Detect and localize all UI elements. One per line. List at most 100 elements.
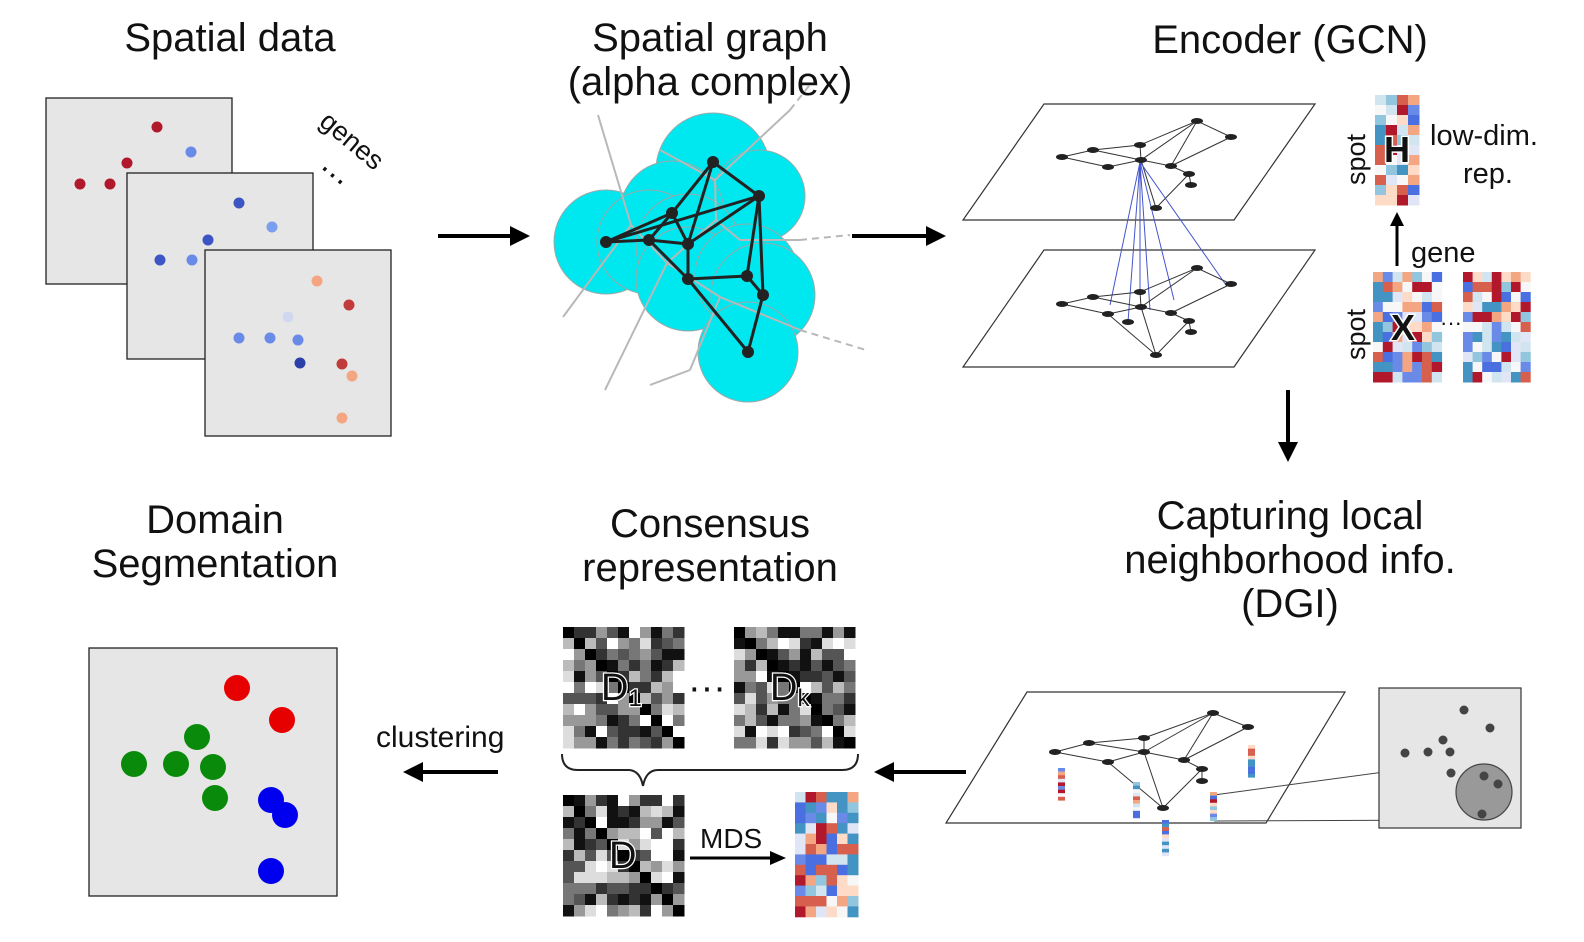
matrix-cell (618, 671, 630, 683)
matrix-cell (1501, 372, 1512, 383)
matrix-cell (789, 660, 801, 672)
matrix-cell (673, 638, 685, 650)
matrix-cell (640, 850, 652, 862)
matrix-cell (1375, 195, 1387, 206)
matrix-cell (651, 693, 663, 705)
d-dots: ··· (688, 667, 726, 709)
matrix-cell (1482, 372, 1493, 383)
matrix-cell (1491, 342, 1502, 353)
matrix-cell (1463, 272, 1474, 283)
matrix-cell (673, 883, 685, 895)
feature-bar-cell (1162, 830, 1169, 835)
matrix-cell (662, 817, 674, 829)
matrix-cell (805, 823, 817, 835)
matrix-cell (1375, 125, 1387, 136)
matrix-cell (1373, 332, 1384, 343)
matrix-cell (618, 795, 630, 807)
matrix-cell (563, 905, 575, 917)
matrix-cell (1382, 282, 1394, 293)
matrix-cell (800, 726, 812, 738)
matrix-cell (629, 682, 641, 694)
matrix-cell (574, 737, 586, 749)
graph-node (707, 156, 719, 168)
matrix-cell (1402, 312, 1413, 323)
matrix-cell (673, 726, 685, 738)
matrix-cell (1392, 372, 1403, 383)
matrix-cell (1501, 362, 1512, 373)
mds-matrix (795, 792, 859, 918)
matrix-cell (1431, 292, 1443, 303)
matrix-cell (1408, 175, 1420, 186)
matrix-cell (596, 649, 608, 661)
matrix-cell (607, 806, 619, 818)
matrix-cell (847, 885, 859, 897)
matrix-cell (640, 795, 652, 807)
matrix-cell (1373, 312, 1384, 323)
matrix-cell (826, 906, 838, 918)
matrix-cell (847, 854, 859, 866)
matrix-cell (822, 704, 834, 716)
matrix-cell (607, 671, 619, 683)
matrix-cell (837, 823, 848, 835)
gene-label: gene (1411, 237, 1476, 269)
matrix-cell (805, 885, 817, 897)
matrix-cell (816, 844, 827, 855)
feature-bar-cell (1210, 810, 1217, 814)
feature-bar-cell (1133, 789, 1140, 793)
matrix-cell (1392, 342, 1403, 353)
matrix-cell (618, 894, 630, 906)
matrix-cell (1511, 272, 1522, 283)
matrix-cell (1463, 332, 1474, 343)
matrix-cell (822, 693, 834, 705)
spot-dot (233, 332, 245, 344)
dgi-node (1157, 805, 1169, 811)
matrix-cell (778, 704, 790, 716)
matrix-cell (585, 671, 597, 683)
matrix-cell (1431, 272, 1443, 283)
matrix-cell (1472, 312, 1483, 323)
matrix-cell (1520, 332, 1531, 343)
matrix-cell (1402, 332, 1413, 343)
matrix-cell (778, 627, 790, 639)
matrix-cell (833, 671, 845, 683)
matrix-cell (1511, 352, 1522, 363)
matrix-cell (833, 638, 845, 650)
matrix-cell (778, 671, 790, 683)
matrix-cell (811, 660, 823, 672)
brace-icon (561, 753, 859, 787)
matrix-cell (673, 693, 685, 705)
arrow-right-icon (438, 226, 530, 246)
matrix-cell (607, 861, 619, 873)
graph-node (741, 270, 753, 282)
matrix-cell (1373, 282, 1384, 293)
matrix-cell (585, 649, 597, 661)
matrix-cell (563, 839, 575, 851)
matrix-cell (629, 806, 641, 818)
matrix-cell (767, 649, 779, 661)
dgi-panel (944, 687, 1522, 829)
spot-dot (185, 146, 197, 158)
matrix-cell (734, 726, 746, 738)
matrix-cell (629, 883, 641, 895)
matrix-cell (1431, 322, 1443, 333)
matrix-cell (844, 649, 856, 661)
matrix-cell (844, 726, 856, 738)
matrix-cell (1373, 272, 1384, 283)
matrix-cell (607, 817, 619, 829)
matrix-cell (596, 839, 608, 851)
domain-spot (163, 751, 189, 777)
matrix-cell (844, 704, 856, 716)
matrix-cell (837, 833, 848, 845)
matrix-cell (826, 792, 838, 803)
feature-bar-cell (1133, 785, 1140, 790)
dgi-node (1083, 740, 1095, 746)
matrix-cell (607, 883, 619, 895)
matrix-cell (734, 715, 746, 727)
matrix-cell (618, 806, 630, 818)
matrix-cell (1491, 282, 1502, 293)
matrix-cell (629, 894, 641, 906)
matrix-cell (1392, 272, 1403, 283)
matrix-cell (826, 823, 838, 835)
matrix-cell (795, 854, 806, 866)
